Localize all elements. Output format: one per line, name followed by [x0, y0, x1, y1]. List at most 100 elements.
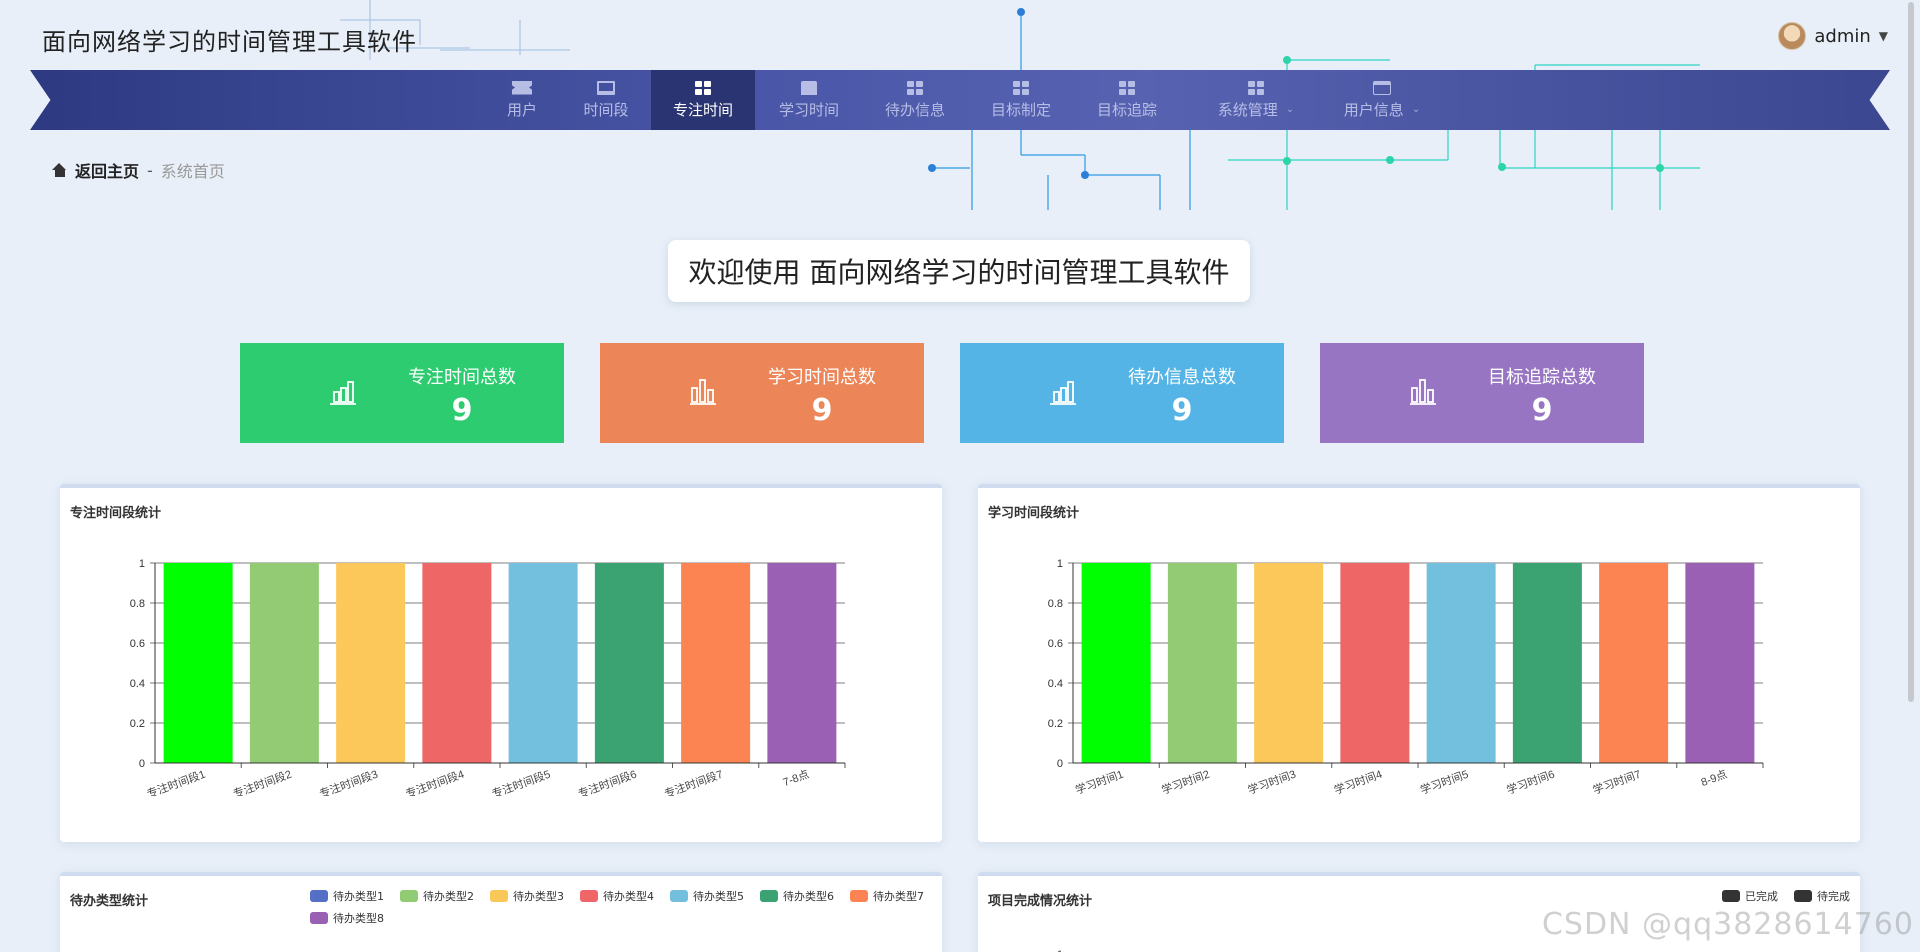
legend-item[interactable]: 待办类型6: [760, 888, 834, 904]
bar[interactable]: [163, 563, 233, 763]
y-tick-label: 0.4: [130, 678, 145, 690]
stat-label: 目标追踪总数: [1488, 367, 1596, 388]
x-tick-label: 专注时间段5: [490, 767, 552, 801]
nav-item-timeslot[interactable]: 时间段: [576, 70, 636, 130]
bar[interactable]: [1167, 563, 1237, 763]
x-tick-label: 学习时间6: [1505, 767, 1557, 797]
grid-icon: [1248, 80, 1264, 95]
nav-item-user[interactable]: 用户: [498, 70, 546, 130]
nav-item-goal-setting[interactable]: 目标制定: [986, 70, 1056, 130]
bar-chart-icon: [330, 381, 356, 405]
nav-item-user-info[interactable]: 用户信息 ⌄: [1334, 70, 1430, 130]
bar[interactable]: [767, 563, 837, 763]
project-completion-panel: 项目完成情况统计 已完成 待完成 1: [978, 872, 1860, 952]
legend-item[interactable]: 待办类型5: [670, 888, 744, 904]
legend-item[interactable]: 待完成: [1794, 888, 1850, 904]
stat-value: 9: [1171, 393, 1193, 428]
scrollbar-thumb[interactable]: [1908, 2, 1914, 702]
chevron-down-icon: ⌄: [1411, 103, 1421, 115]
user-menu[interactable]: admin ▼: [1778, 20, 1888, 52]
bar[interactable]: [594, 563, 664, 763]
x-tick-label: 专注时间段4: [404, 767, 466, 801]
grid-icon: [1119, 80, 1135, 95]
legend-item[interactable]: 待办类型8: [310, 910, 384, 926]
username: admin: [1814, 25, 1871, 47]
page-scrollbar[interactable]: [1904, 0, 1918, 952]
bar[interactable]: [249, 563, 319, 763]
x-tick-label: 7-8点: [781, 768, 811, 789]
legend-swatch: [760, 890, 778, 902]
legend-label: 待办类型2: [423, 890, 474, 903]
bar[interactable]: [1426, 563, 1496, 763]
bar[interactable]: [1081, 563, 1151, 763]
legend-label: 待办类型5: [693, 890, 744, 903]
y-tick-label: 0.8: [130, 598, 145, 610]
bar[interactable]: [1512, 563, 1582, 763]
legend-label: 待办类型6: [783, 890, 834, 903]
nav-item-study-time[interactable]: 学习时间: [774, 70, 844, 130]
stat-label: 学习时间总数: [768, 367, 876, 388]
main-nav: 用户 时间段 专注时间 学习时间 待办信息 目标制定 目标追踪 系统管理 ⌄ 用…: [0, 70, 1920, 130]
bar[interactable]: [508, 563, 578, 763]
bar[interactable]: [422, 563, 492, 763]
stat-card-focus-time: 专注时间总数 9: [240, 343, 564, 443]
legend-swatch: [400, 890, 418, 902]
grid-icon: [695, 80, 711, 95]
y-tick-label: 0.4: [1048, 678, 1063, 690]
legend-label: 已完成: [1745, 890, 1778, 903]
y-tick-label: 1: [139, 558, 145, 570]
y-tick-label: 0.2: [1048, 718, 1063, 730]
nav-item-todo[interactable]: 待办信息: [880, 70, 950, 130]
stat-value: 9: [811, 393, 833, 428]
project-completion-chart: 1: [1057, 949, 1063, 952]
legend-item[interactable]: 待办类型4: [580, 888, 654, 904]
x-tick-label: 学习时间3: [1246, 767, 1298, 797]
nav-item-label: 学习时间: [778, 100, 839, 119]
legend-label: 待办类型4: [603, 890, 654, 903]
legend-label: 待办类型1: [333, 890, 384, 903]
x-tick-label: 学习时间5: [1418, 767, 1470, 797]
nav-item-system-admin[interactable]: 系统管理 ⌄: [1208, 70, 1304, 130]
bar[interactable]: [1340, 563, 1410, 763]
panel-title: 待办类型统计: [70, 894, 149, 909]
legend-item[interactable]: 待办类型1: [310, 888, 384, 904]
legend-swatch: [670, 890, 688, 902]
focus-time-bar-chart: 0 0.2 0.4 0.6 0.8 1 专注时间段1 专注时间段2 专注时间段3 专注时间段4 专注…: [130, 558, 846, 801]
stat-value: 9: [1531, 393, 1553, 428]
legend-item[interactable]: 待办类型3: [490, 888, 564, 904]
stat-label: 待办信息总数: [1128, 367, 1236, 388]
legend-item[interactable]: 已完成: [1722, 888, 1778, 904]
stat-card-study-time: 学习时间总数 9: [600, 343, 924, 443]
breadcrumb-home-link[interactable]: 返回主页: [75, 162, 140, 181]
grid-icon: [1013, 80, 1029, 95]
stat-card-todo: 待办信息总数 9: [960, 343, 1284, 443]
x-tick-label: 专注时间段6: [576, 767, 638, 801]
nav-item-label: 专注时间: [672, 100, 733, 119]
nav-item-label: 时间段: [583, 100, 629, 119]
legend-label: 待办类型3: [513, 890, 564, 903]
bar[interactable]: [1685, 563, 1755, 763]
panel-title: 项目完成情况统计: [988, 894, 1093, 909]
bar[interactable]: [681, 563, 751, 763]
nav-item-label: 目标追踪: [1096, 100, 1157, 119]
legend-item[interactable]: 待办类型7: [850, 888, 924, 904]
legend-swatch: [1794, 890, 1812, 902]
y-tick-label: 0.6: [130, 638, 145, 650]
legend-label: 待完成: [1817, 890, 1850, 903]
focus-chart-panel: 专注时间段统计 0 0.2 0.4 0.6 0.8 1 专注时间段1 专注时间段2 专注时间段3…: [60, 484, 942, 842]
y-tick-label: 0.2: [130, 718, 145, 730]
nav-item-focus-time[interactable]: 专注时间: [651, 70, 755, 130]
bar[interactable]: [336, 563, 406, 763]
welcome-banner: 欢迎使用 面向网络学习的时间管理工具软件: [668, 240, 1250, 302]
app-title: 面向网络学习的时间管理工具软件: [42, 28, 417, 56]
legend-item[interactable]: 待办类型2: [400, 888, 474, 904]
grid-icon: [907, 80, 923, 95]
card-icon: [1373, 80, 1391, 95]
bar[interactable]: [1254, 563, 1324, 763]
project-legend: 已完成 待完成: [1722, 888, 1850, 904]
legend-swatch: [310, 890, 328, 902]
nav-item-goal-tracking[interactable]: 目标追踪: [1092, 70, 1162, 130]
printer-icon: [801, 80, 817, 95]
study-time-bar-chart: 0 0.2 0.4 0.6 0.8 1 学习时间1 学习时间2 学习时间3 学习时间4 学习时间5 学…: [1048, 558, 1764, 797]
bar[interactable]: [1599, 563, 1669, 763]
